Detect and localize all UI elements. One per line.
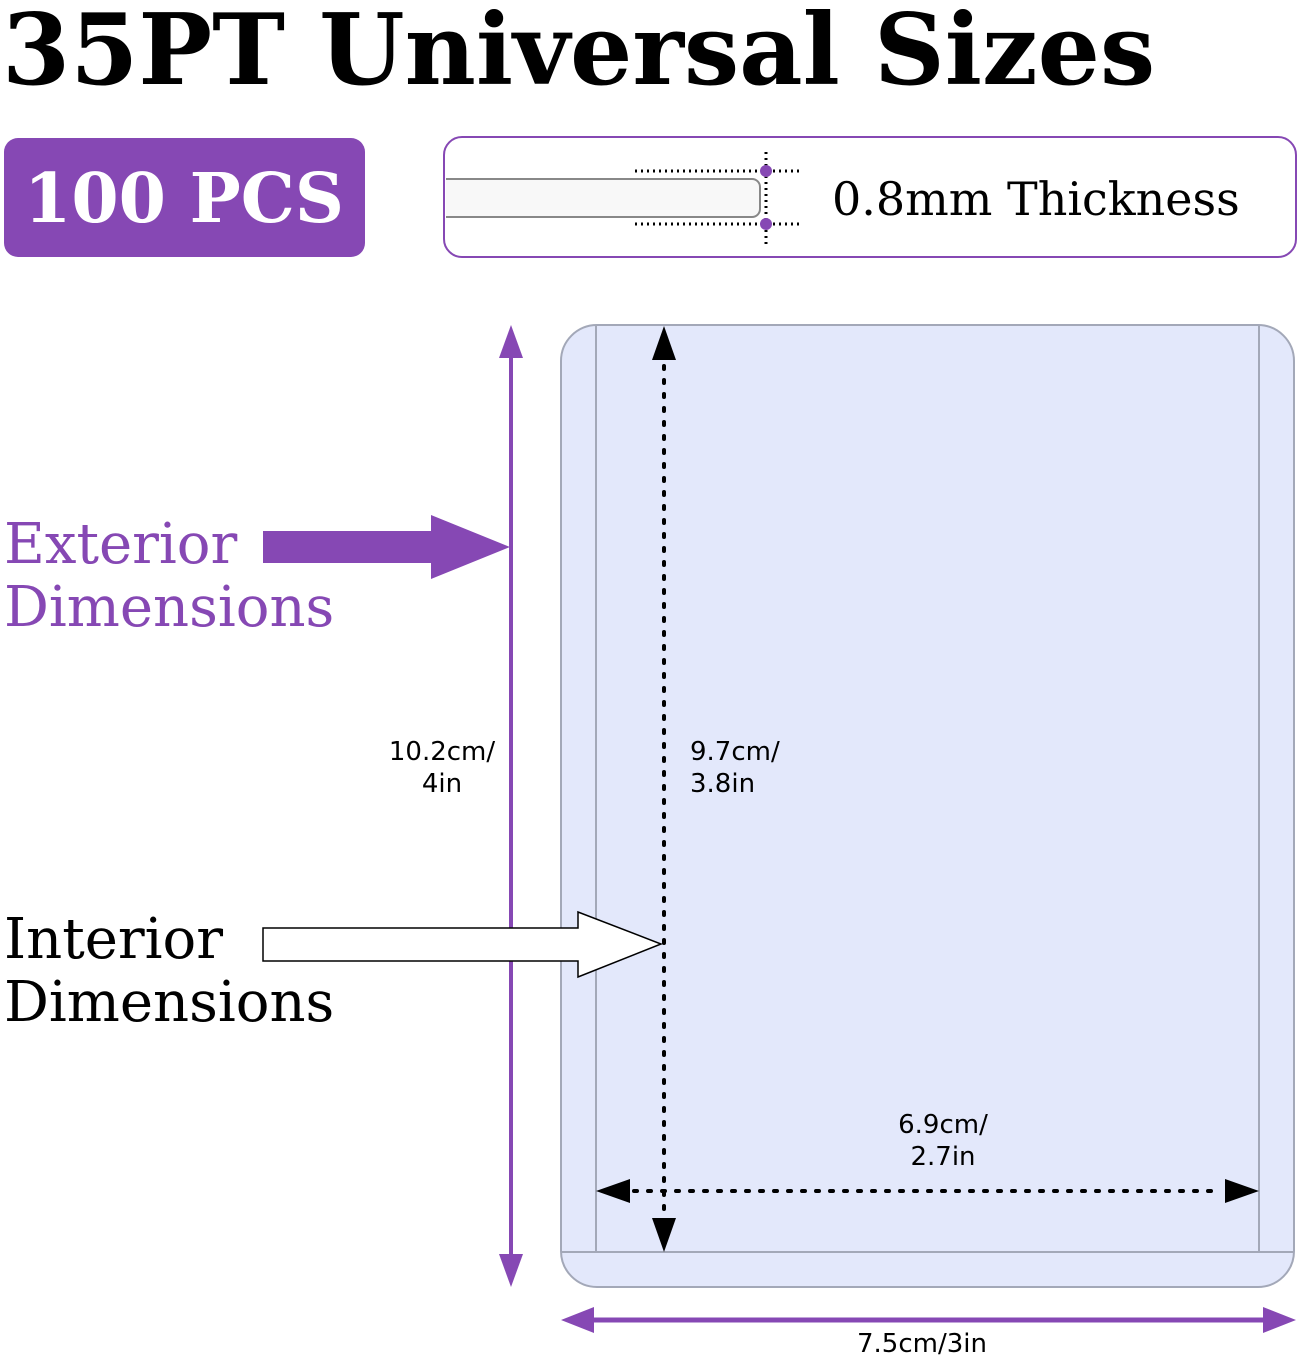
arrowhead-right-icon: [1263, 1307, 1296, 1333]
exterior-height-label-2: 4in: [422, 769, 462, 799]
exterior-width-label: 7.5cm/3in: [857, 1329, 987, 1357]
arrowhead-right-icon: [1225, 1179, 1259, 1203]
interior-label-2: Dimensions: [4, 970, 334, 1035]
arrowhead-left-icon: [596, 1179, 630, 1203]
exterior-label-2: Dimensions: [4, 575, 334, 640]
interior-width-label-2: 2.7in: [910, 1142, 975, 1172]
interior-width-label-1: 6.9cm/: [898, 1110, 988, 1140]
arrowhead-up-icon: [652, 326, 676, 360]
thickness-label: 0.8mm Thickness: [832, 172, 1240, 226]
arrowhead-left-icon: [561, 1307, 594, 1333]
arrowhead-down-icon: [652, 1218, 676, 1252]
thickness-marker-bottom: [760, 218, 772, 230]
thickness-box: [443, 136, 1297, 258]
card-sleeve-outline: [560, 324, 1295, 1288]
exterior-pointer-arrow-icon: [263, 515, 510, 579]
arrowhead-down-icon: [499, 1254, 523, 1287]
sleeve-edge-illustration: [446, 178, 761, 218]
interior-height-label-1: 9.7cm/: [690, 737, 780, 767]
quantity-badge-label: 100 PCS: [24, 159, 344, 239]
quantity-badge: [4, 138, 365, 257]
interior-pointer-arrow-icon: [262, 910, 664, 979]
thickness-marker-top: [760, 165, 772, 177]
exterior-height-label-1: 10.2cm/: [389, 737, 496, 767]
interior-height-label-2: 3.8in: [690, 769, 755, 799]
arrowhead-up-icon: [499, 325, 523, 358]
exterior-label-1: Exterior: [4, 512, 238, 577]
interior-label-1: Interior: [4, 907, 223, 972]
page-title: 35PT Universal Sizes: [2, 0, 1155, 108]
